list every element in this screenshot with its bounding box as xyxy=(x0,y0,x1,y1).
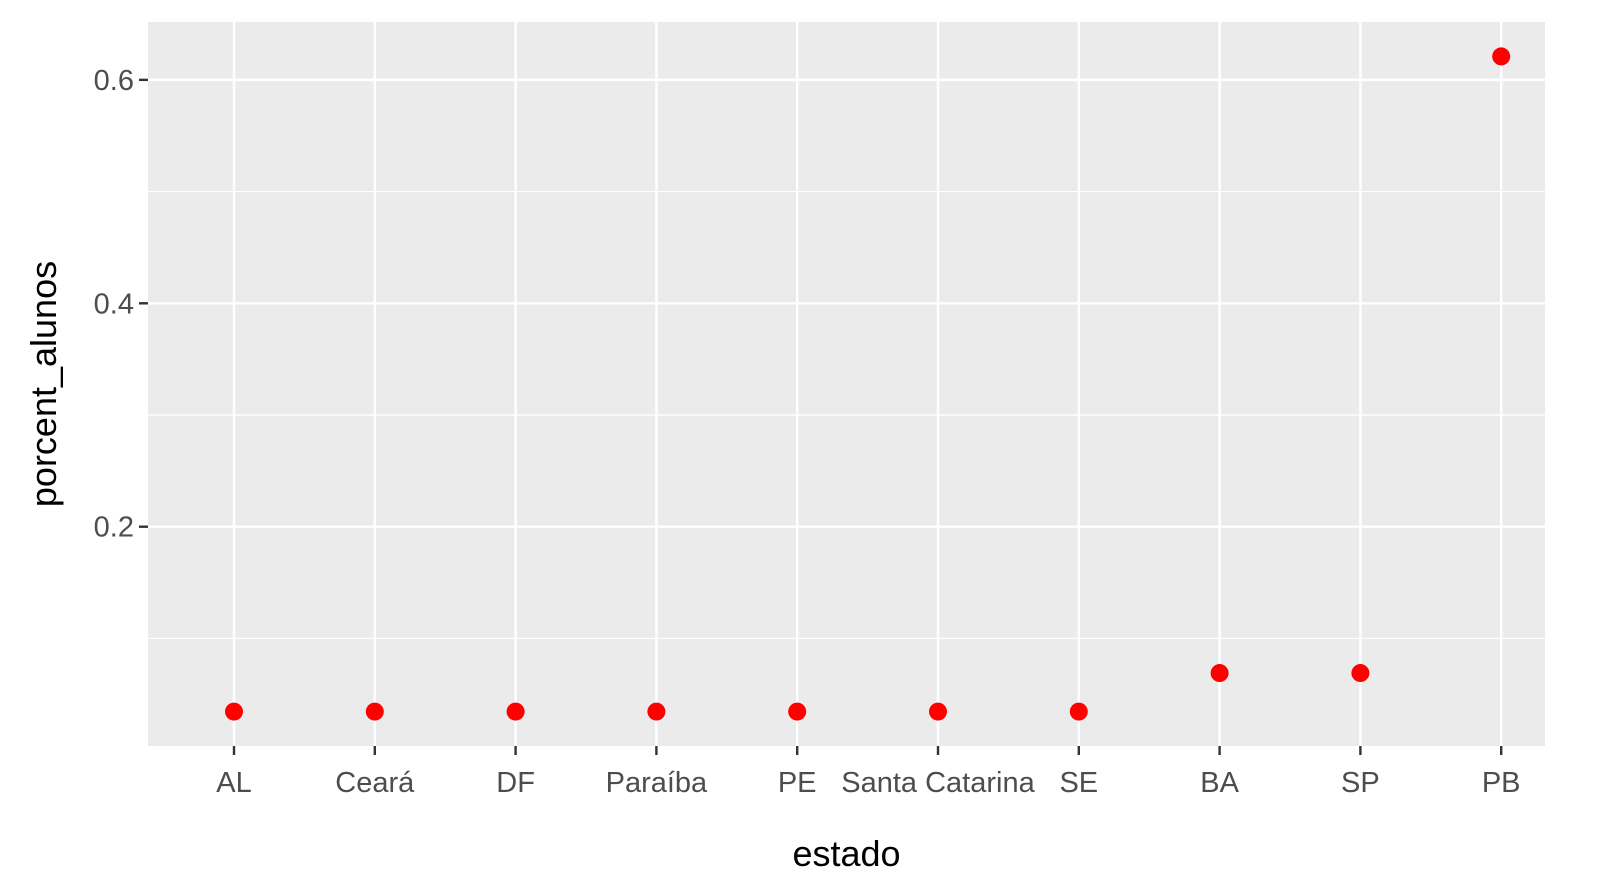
x-tick-label: PE xyxy=(778,767,817,799)
data-point xyxy=(788,702,807,721)
y-tick-label: 0.6 xyxy=(94,65,134,97)
y-axis-title: porcent_alunos xyxy=(23,261,64,507)
x-tick-label: PB xyxy=(1482,767,1521,799)
x-axis-title: estado xyxy=(792,833,900,874)
x-tick-label: Paraíba xyxy=(606,767,708,799)
data-point xyxy=(1351,664,1370,683)
y-axis: 0.2 0.4 0.6 xyxy=(94,65,148,544)
data-point xyxy=(365,702,384,721)
x-tick-label: SE xyxy=(1059,767,1098,799)
data-point xyxy=(506,702,525,721)
y-tick-label: 0.2 xyxy=(94,512,134,544)
data-point xyxy=(1069,702,1088,721)
x-axis: AL Ceará DF Paraíba PE Santa Catarina SE BA SP PB xyxy=(216,746,1521,799)
data-point xyxy=(225,702,243,721)
data-points xyxy=(225,47,1511,721)
data-point xyxy=(1492,47,1511,66)
x-tick-label: BA xyxy=(1200,767,1239,799)
y-tick-label: 0.4 xyxy=(94,288,134,320)
data-point xyxy=(1210,664,1229,683)
x-tick-label: Santa Catarina xyxy=(841,767,1035,799)
x-tick-label: SP xyxy=(1341,767,1380,799)
major-gridlines xyxy=(148,22,1545,746)
x-tick-label: AL xyxy=(216,767,251,799)
data-point xyxy=(929,702,947,721)
plot-panel xyxy=(148,22,1545,746)
data-point xyxy=(647,702,666,721)
minor-gridlines xyxy=(148,190,1545,640)
x-tick-label: DF xyxy=(496,767,535,799)
x-tick-label: Ceará xyxy=(335,767,415,799)
